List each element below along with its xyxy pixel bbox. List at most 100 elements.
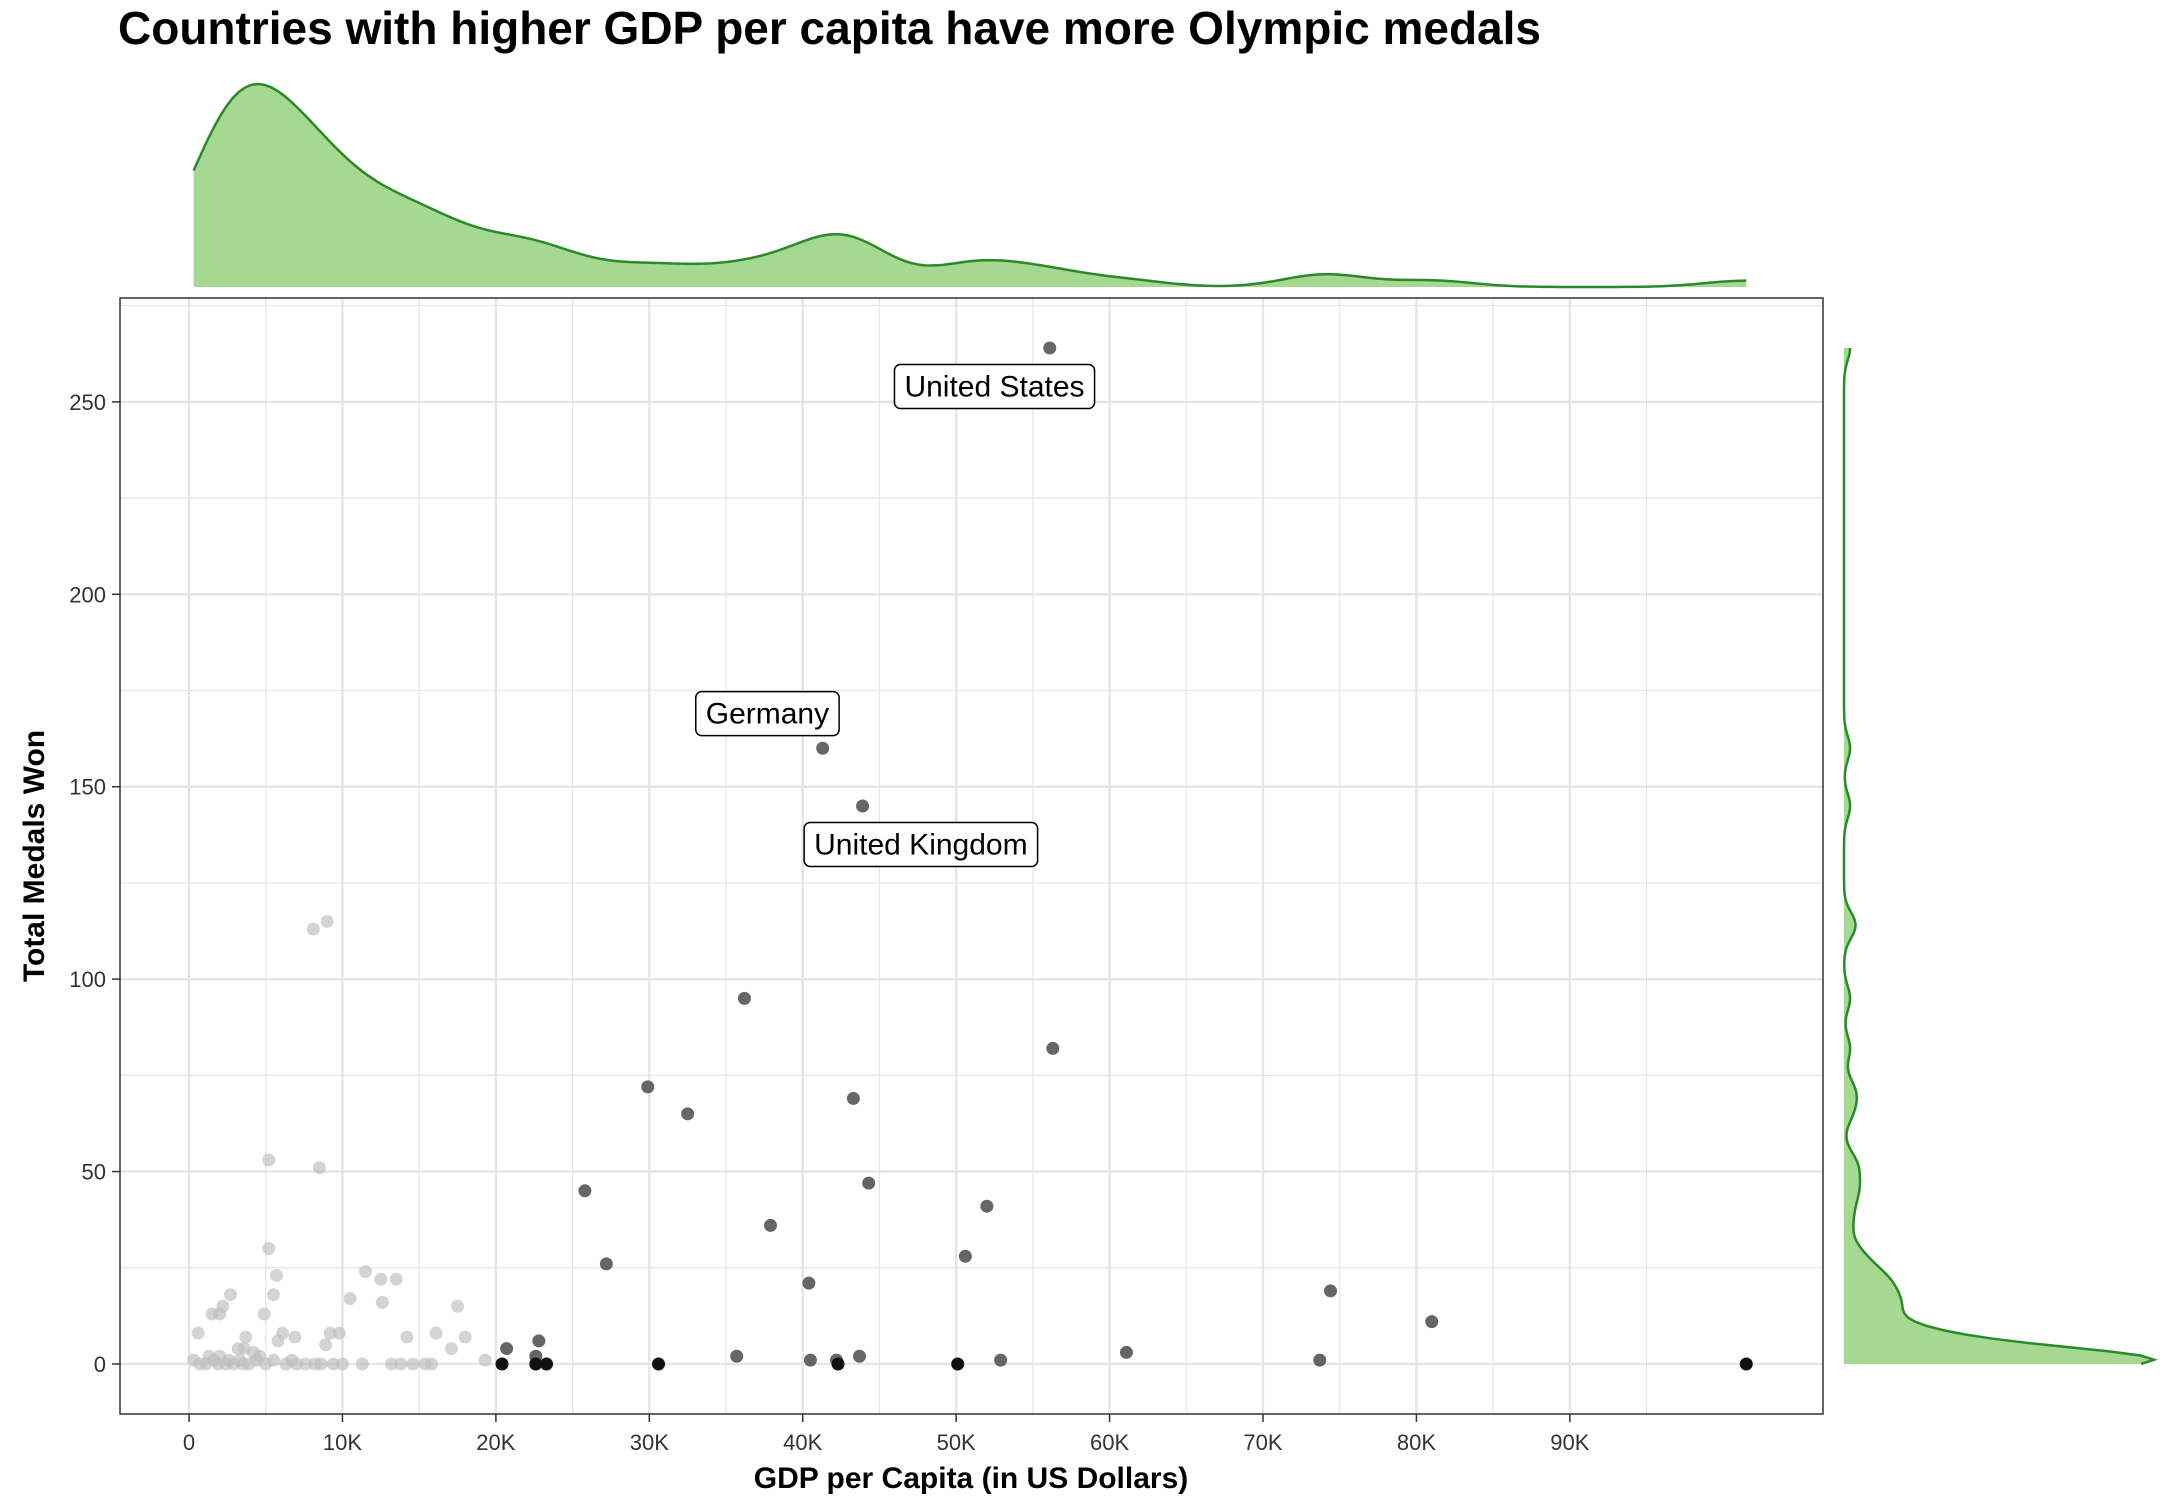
- data-point: [299, 1357, 313, 1371]
- data-point: [288, 1330, 302, 1344]
- data-point: [326, 1357, 340, 1371]
- data-point: [375, 1295, 389, 1309]
- data-point: [1046, 1041, 1060, 1055]
- data-point: [816, 741, 830, 755]
- data-point: [980, 1199, 994, 1213]
- data-point: [314, 1357, 328, 1371]
- data-point: [529, 1357, 543, 1371]
- annotation-box: [803, 821, 1039, 868]
- y-tick-label: 0: [94, 1352, 106, 1377]
- data-point: [343, 1292, 357, 1306]
- annotation-label: United Kingdom: [803, 821, 1039, 868]
- annotation-box: [695, 690, 840, 737]
- annotation-text: Germany: [706, 698, 829, 731]
- data-point: [994, 1353, 1008, 1367]
- data-point: [862, 1176, 876, 1190]
- data-point: [269, 1268, 283, 1282]
- data-point: [641, 1080, 655, 1094]
- data-point: [803, 1353, 817, 1367]
- y-tick-label: 50: [82, 1160, 106, 1185]
- data-point: [856, 799, 870, 813]
- data-point: [236, 1357, 250, 1371]
- x-tick-label: 30K: [630, 1430, 669, 1455]
- data-point: [257, 1307, 271, 1321]
- data-point: [764, 1218, 778, 1232]
- data-point: [262, 1153, 276, 1167]
- y-axis-ticks: 0 50 100 150 200 250: [69, 390, 120, 1377]
- top-marginal-density: [192, 82, 1747, 289]
- data-point: [1119, 1345, 1133, 1359]
- data-point: [191, 1326, 205, 1340]
- data-point: [802, 1276, 816, 1290]
- data-point: [495, 1357, 509, 1371]
- data-point: [958, 1249, 972, 1263]
- data-point: [271, 1334, 285, 1348]
- x-tick-label: 80K: [1397, 1430, 1436, 1455]
- x-tick-label: 40K: [783, 1430, 822, 1455]
- data-point: [320, 914, 334, 928]
- data-point: [312, 1161, 326, 1175]
- data-point: [652, 1357, 666, 1371]
- data-point: [540, 1357, 554, 1371]
- data-point: [406, 1357, 420, 1371]
- data-point: [478, 1353, 492, 1367]
- x-tick-label: 50K: [937, 1430, 976, 1455]
- right-density-fill: [1844, 348, 2154, 1364]
- data-point: [444, 1342, 458, 1356]
- annotation-box: [893, 363, 1096, 410]
- data-points: [187, 341, 1753, 1371]
- plot-grid: [120, 298, 1823, 1414]
- data-point: [222, 1353, 236, 1367]
- x-tick-label: 10K: [323, 1430, 362, 1455]
- data-point: [853, 1349, 867, 1363]
- data-point: [285, 1353, 299, 1367]
- data-point: [1739, 1357, 1753, 1371]
- data-point: [500, 1342, 514, 1356]
- right-marginal-density: [1842, 347, 2159, 1366]
- chart-title: Countries with higher GDP per capita hav…: [118, 2, 1541, 54]
- data-point: [223, 1288, 237, 1302]
- data-point: [358, 1265, 372, 1279]
- data-point: [400, 1330, 414, 1344]
- right-density-line: [1842, 347, 2159, 1366]
- data-point: [681, 1107, 695, 1121]
- annotation-text: United States: [904, 371, 1084, 404]
- data-point: [599, 1257, 613, 1271]
- data-point: [730, 1349, 744, 1363]
- y-tick-label: 200: [69, 582, 106, 607]
- y-tick-label: 150: [69, 775, 106, 800]
- data-point: [239, 1330, 253, 1344]
- y-axis-title: Total Medals Won: [18, 730, 51, 982]
- x-axis-title: GDP per Capita (in US Dollars): [754, 1462, 1189, 1495]
- data-point: [458, 1330, 472, 1344]
- data-point: [846, 1091, 860, 1105]
- data-point: [1425, 1315, 1439, 1329]
- data-point: [532, 1334, 546, 1348]
- x-axis-ticks: 0 10K 20K 30K 40K 50K 60K 70K 80K 90K: [183, 1414, 1590, 1455]
- annotation-label: United States: [893, 363, 1096, 410]
- data-point: [332, 1326, 346, 1340]
- x-tick-label: 0: [183, 1430, 195, 1455]
- top-density-line: [192, 82, 1747, 289]
- data-point: [385, 1357, 399, 1371]
- data-point: [951, 1357, 965, 1371]
- point-annotations: United States Germany United Kingdom: [695, 363, 1096, 868]
- data-point: [429, 1326, 443, 1340]
- y-tick-label: 250: [69, 390, 106, 415]
- x-tick-label: 20K: [476, 1430, 515, 1455]
- data-point: [319, 1338, 333, 1352]
- data-point: [355, 1357, 369, 1371]
- data-point: [424, 1357, 438, 1371]
- data-point: [1324, 1284, 1338, 1298]
- x-tick-label: 90K: [1550, 1430, 1589, 1455]
- plot-panel-border: [119, 297, 1824, 1415]
- data-point: [1313, 1353, 1327, 1367]
- data-point: [266, 1288, 280, 1302]
- data-point: [1043, 341, 1057, 355]
- data-point: [451, 1299, 465, 1313]
- data-point: [578, 1184, 592, 1198]
- data-point: [262, 1242, 276, 1256]
- data-point: [831, 1357, 845, 1371]
- top-density-fill: [193, 84, 1747, 287]
